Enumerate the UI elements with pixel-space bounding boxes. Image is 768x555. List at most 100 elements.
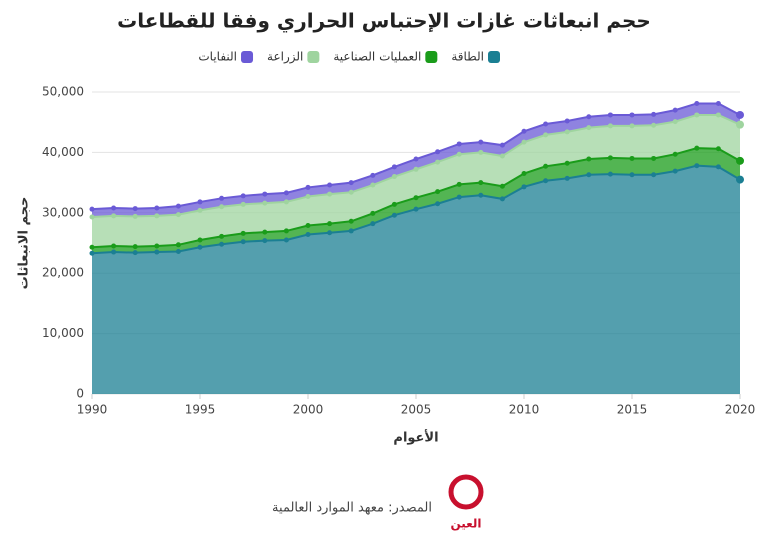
y-tick-label: 50,000 — [42, 85, 84, 99]
point — [651, 155, 657, 161]
x-tick-label: 2000 — [293, 403, 324, 417]
point — [413, 206, 419, 212]
point — [736, 120, 744, 129]
point — [391, 212, 397, 218]
point — [715, 112, 721, 118]
point — [564, 118, 570, 124]
point — [435, 159, 441, 165]
area — [92, 165, 740, 394]
point — [111, 243, 117, 249]
logo-text: العين — [450, 517, 481, 531]
point — [521, 139, 527, 145]
point — [391, 164, 397, 170]
logo-ring — [448, 474, 484, 510]
y-axis-label: حجم الانبعاثات — [17, 197, 32, 290]
point — [543, 121, 549, 127]
point — [132, 206, 138, 212]
logo: العين — [448, 474, 484, 531]
point — [240, 201, 246, 207]
point — [478, 180, 484, 186]
point — [521, 171, 527, 177]
point — [478, 149, 484, 155]
point — [219, 241, 225, 247]
point — [607, 171, 613, 177]
point — [283, 199, 289, 205]
point — [391, 174, 397, 180]
point — [197, 207, 203, 213]
point — [154, 249, 160, 255]
point — [327, 182, 333, 188]
point — [629, 155, 635, 161]
point — [89, 250, 95, 256]
y-tick-label: 40,000 — [42, 145, 84, 159]
point — [154, 243, 160, 249]
point — [499, 183, 505, 189]
point — [521, 128, 527, 134]
point — [672, 151, 678, 157]
point — [413, 166, 419, 172]
x-tick-label: 2005 — [401, 403, 432, 417]
point — [456, 141, 462, 147]
point — [305, 193, 311, 199]
x-tick-label: 2010 — [509, 403, 540, 417]
point — [564, 175, 570, 181]
legend-swatch — [241, 51, 254, 63]
point — [89, 214, 95, 220]
point — [262, 229, 268, 235]
point — [715, 146, 721, 152]
area — [92, 148, 740, 254]
point — [240, 230, 246, 236]
legend-item: النفايات — [198, 50, 254, 64]
point — [154, 213, 160, 219]
point — [499, 153, 505, 159]
point — [197, 237, 203, 243]
point — [478, 192, 484, 198]
point — [154, 205, 160, 211]
point — [219, 195, 225, 201]
point — [651, 122, 657, 128]
point — [607, 112, 613, 118]
point — [111, 213, 117, 219]
point — [543, 132, 549, 138]
point — [219, 204, 225, 210]
point — [715, 164, 721, 170]
point — [89, 244, 95, 250]
point — [175, 248, 181, 254]
point — [736, 110, 744, 119]
point — [456, 181, 462, 187]
point — [736, 175, 744, 184]
legend-label: النفايات — [198, 50, 237, 64]
legend-swatch — [488, 51, 500, 63]
point — [132, 244, 138, 250]
point — [413, 156, 419, 162]
point — [435, 201, 441, 207]
point — [370, 172, 376, 178]
x-tick-label: 1990 — [77, 403, 108, 417]
x-axis-label: الأعوام — [393, 429, 438, 446]
point — [327, 230, 333, 236]
point — [348, 180, 354, 186]
point — [629, 172, 635, 178]
point — [348, 189, 354, 195]
legend-label: الطاقة — [451, 50, 484, 64]
x-tick-label: 1995 — [185, 403, 216, 417]
point — [672, 168, 678, 174]
point — [197, 244, 203, 250]
point — [283, 237, 289, 243]
point — [370, 182, 376, 188]
point — [499, 196, 505, 202]
point — [435, 189, 441, 195]
point — [391, 201, 397, 207]
point — [694, 112, 700, 118]
point — [564, 129, 570, 135]
point — [262, 191, 268, 197]
point — [543, 163, 549, 169]
point — [672, 107, 678, 113]
legend-swatch — [425, 51, 438, 63]
legend-label: العمليات الصناعية — [333, 50, 421, 64]
source: المصدر: معهد الموارد العالمية — [272, 501, 432, 516]
point — [283, 228, 289, 234]
legend-swatch — [307, 51, 320, 63]
y-tick-label: 0 — [76, 387, 84, 401]
